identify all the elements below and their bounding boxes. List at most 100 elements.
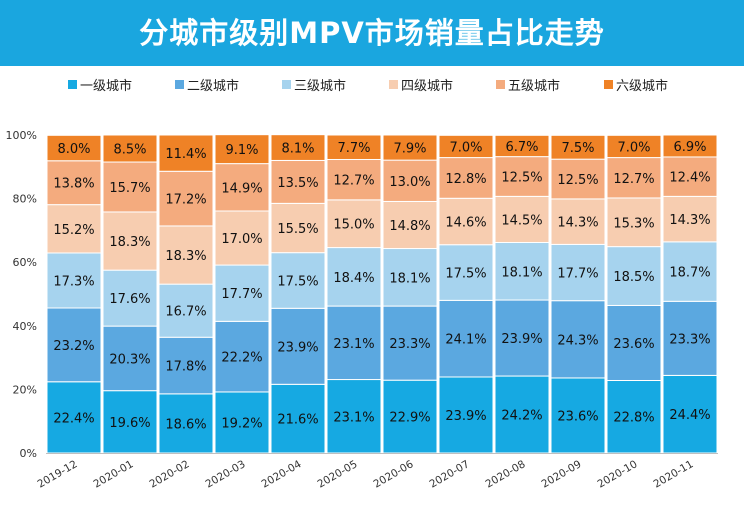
data-label: 15.3% [613,216,654,231]
data-label: 9.1% [225,143,258,158]
x-tick-label: 2020-07 [428,458,472,490]
legend-item-1: 一级城市 [68,74,132,94]
legend-label: 三级城市 [294,78,347,94]
bar-segment [158,336,214,395]
data-label: 13.5% [277,176,318,191]
bar-segment [158,283,214,338]
data-label: 14.9% [221,181,262,196]
legend-swatch [175,79,184,89]
bar-segment [550,300,606,379]
data-label: 12.7% [613,172,654,187]
bar-segment [102,161,158,213]
data-label: 18.3% [109,235,150,250]
bar-segment [382,134,438,161]
data-label: 12.8% [445,172,486,187]
bar-segment [606,197,662,248]
data-label: 8.5% [113,143,146,158]
data-label: 23.6% [613,337,654,352]
bar-segment [494,241,550,301]
data-label: 22.2% [221,351,262,366]
y-tick-label: 100% [6,129,37,142]
data-label: 15.7% [109,181,150,196]
legend-label: 五级城市 [508,78,561,94]
bar-segment [494,299,550,377]
bar-segment [270,252,326,309]
data-label: 18.1% [389,271,430,286]
data-label: 17.6% [109,292,150,307]
bar-segment [214,320,270,393]
legend-item-4: 四级城市 [389,74,453,94]
data-label: 17.0% [221,232,262,247]
legend-label: 二级城市 [187,78,240,94]
data-label: 18.4% [333,271,374,286]
bar-segment [550,243,606,302]
data-label: 23.2% [53,339,94,354]
bar-segment [158,393,214,454]
data-label: 14.3% [557,216,598,231]
bar-segment [550,198,606,245]
bar-segment [270,159,326,204]
data-label: 24.2% [501,409,542,424]
x-tick-label: 2020-02 [148,458,192,490]
legend-label: 六级城市 [616,78,669,94]
data-label: 12.4% [669,171,710,186]
bar-segment [270,307,326,385]
bar-segment [438,376,494,454]
bar-segment [158,134,214,172]
data-label: 22.8% [613,411,654,426]
y-tick-label: 80% [13,193,37,206]
data-label: 23.9% [277,340,318,355]
legend-swatch [282,79,291,89]
chart-title: 分城市级别MPV市场销量占比走势 [139,16,605,50]
bar-segment [214,210,270,266]
y-tick-label: 60% [13,256,37,269]
data-label: 13.0% [389,175,430,190]
bar-segment [214,163,270,212]
bar-segment [438,244,494,301]
bar-segment [494,195,550,243]
bar-segment [326,379,382,454]
x-tick-label: 2020-11 [652,458,696,490]
data-label: 17.7% [557,267,598,282]
bar-segment [662,195,718,243]
bar-segment [494,134,550,158]
bar-segment [662,156,718,197]
bar-segment [550,134,606,160]
x-tick-label: 2020-09 [540,458,584,490]
data-label: 17.5% [277,274,318,289]
data-label: 24.3% [557,333,598,348]
data-label: 6.9% [673,140,706,155]
bar-segment [102,390,158,454]
bar-segment [550,158,606,200]
data-label: 14.8% [389,219,430,234]
legend-swatch [496,79,505,89]
data-label: 7.5% [561,141,594,156]
legend-item-2: 二级城市 [175,74,239,94]
data-label: 18.6% [165,417,206,432]
legend-label: 四级城市 [401,78,454,94]
bar-segment [102,211,158,271]
data-label: 17.3% [53,274,94,289]
bar-segment [46,204,102,254]
data-label: 18.3% [165,249,206,264]
data-label: 12.5% [501,170,542,185]
bar-segment [270,202,326,254]
bar-segment [158,170,214,227]
legend-item-5: 五级城市 [496,74,560,94]
x-tick-label: 2020-01 [92,458,136,490]
bar-segment [438,299,494,378]
x-tick-label: 2020-04 [260,458,304,490]
data-label: 23.6% [557,409,598,424]
bar-segment [326,305,382,381]
legend-item-3: 三级城市 [282,74,346,94]
bar-segment [606,304,662,381]
bar-segment [662,241,718,302]
data-label: 19.6% [109,416,150,431]
bar-segment [214,134,270,165]
bar-segment [102,269,158,327]
data-label: 23.3% [669,332,710,347]
data-label: 23.3% [389,337,430,352]
data-label: 7.0% [449,140,482,155]
bar-segment [214,391,270,454]
